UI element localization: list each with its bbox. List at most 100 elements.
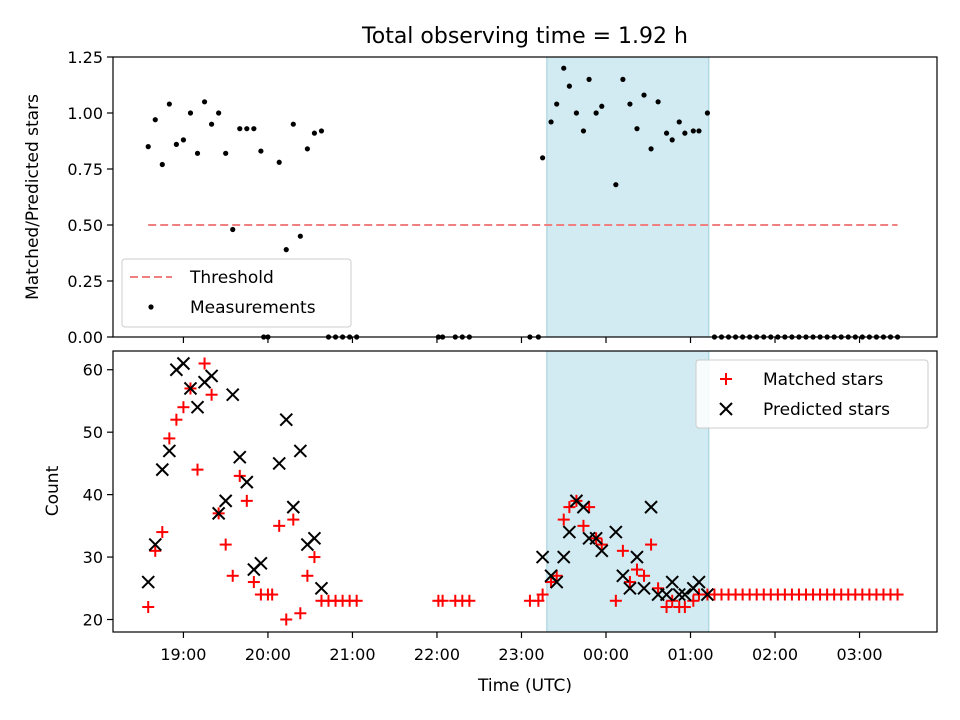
matched-star-point	[609, 594, 622, 607]
y-tick-label: 50	[83, 423, 103, 442]
measurement-point	[573, 110, 580, 116]
x-tick-label: 01:00	[667, 645, 713, 664]
matched-star-point	[660, 601, 673, 614]
x-tick-label: 03:00	[836, 645, 882, 664]
matched-star-point	[630, 563, 643, 576]
matched-star-point	[550, 569, 563, 582]
measurement-point	[663, 130, 670, 136]
matched-star-point	[247, 576, 260, 589]
predicted-star-point	[141, 575, 155, 589]
matched-star-point	[891, 588, 904, 601]
legend-measurement-label: Measurements	[190, 298, 316, 318]
predicted-star-point	[678, 587, 692, 602]
count-points	[141, 356, 904, 626]
bottom-legend: Matched stars Predicted stars	[695, 359, 929, 429]
matched-star-point	[149, 544, 162, 557]
measurement-point	[180, 137, 187, 143]
top-axis-ticks: 0.00 0.25 0.50 0.75 1.00 1.25	[67, 48, 861, 347]
predicted-star-point	[535, 550, 550, 564]
predicted-star-point	[562, 525, 577, 539]
matched-star-point	[623, 576, 636, 589]
predicted-star-point	[155, 462, 170, 477]
x-tick-label: 02:00	[752, 645, 798, 664]
matched-star-point	[638, 569, 651, 582]
matched-star-point	[191, 463, 204, 476]
matched-star-point	[577, 519, 590, 532]
measurement-point	[251, 126, 257, 132]
measurement-point	[704, 110, 711, 116]
y-tick-label: 0.25	[67, 272, 103, 291]
matched-star-point	[205, 388, 218, 401]
predicted-star-point	[286, 500, 301, 514]
measurement-point	[540, 155, 546, 161]
predicted-star-point	[176, 356, 191, 371]
predicted-star-point	[549, 575, 564, 589]
y-tick-label: 0.75	[67, 160, 103, 179]
matched-star-point	[226, 569, 239, 582]
matched-star-point	[645, 538, 658, 551]
measurement-point	[682, 130, 688, 136]
matched-star-point	[170, 413, 183, 426]
matched-star-point	[142, 601, 155, 614]
measurement-point	[648, 146, 654, 152]
x-tick-label: 00:00	[583, 645, 629, 664]
measurement-point	[554, 101, 560, 107]
predicted-star-point	[307, 531, 322, 546]
measurement-point	[620, 76, 626, 82]
predicted-star-point	[148, 537, 162, 552]
measurement-point	[304, 146, 310, 152]
measurement-point	[696, 128, 702, 134]
predicted-star-point	[589, 531, 603, 546]
predicted-star-point	[314, 581, 329, 595]
predicted-star-point	[279, 412, 293, 427]
measurement-point	[593, 110, 599, 116]
matched-star-point	[273, 519, 286, 532]
legend-matched-label: Matched stars	[763, 370, 883, 390]
predicted-star-point	[616, 569, 630, 583]
matched-star-point	[198, 357, 211, 370]
predicted-star-point	[576, 500, 591, 514]
measurement-point	[613, 182, 619, 188]
predicted-star-point	[692, 575, 706, 589]
y-tick-label: 60	[83, 361, 103, 380]
measurement-point	[676, 119, 682, 125]
matched-star-point	[536, 588, 549, 601]
matched-star-point	[350, 594, 363, 607]
figure-title: Total observing time = 1.92 h	[361, 24, 688, 49]
y-tick-label: 1.25	[67, 48, 103, 67]
measurement-point	[655, 99, 661, 105]
measurement-point	[194, 150, 201, 156]
count-panel: 20 30 40 50 60 19:00 20:00 21:00 22:00 23:00 00:00…	[43, 350, 938, 664]
top-legend: Threshold Measurements	[121, 258, 352, 328]
measurement-point	[159, 161, 165, 168]
measurement-point	[580, 128, 587, 134]
measurement-point	[690, 128, 696, 134]
matched-star-point	[177, 401, 190, 414]
matched-star-point	[294, 607, 307, 620]
measurement-point	[244, 126, 250, 132]
ratio-panel: 0.00 0.25 0.50 0.75 1.00 1.25 Matched/Predict…	[23, 48, 938, 347]
x-tick-label: 19:00	[160, 645, 206, 664]
matched-star-point	[163, 432, 176, 445]
measurement-point	[297, 233, 303, 239]
matched-star-point	[583, 501, 596, 514]
y-tick-label: 40	[83, 486, 103, 505]
measurement-point	[548, 119, 554, 125]
measurement-point	[599, 103, 605, 109]
predicted-star-point	[204, 369, 219, 383]
measurement-point	[216, 110, 222, 116]
measurement-point	[173, 141, 179, 147]
predicted-star-point	[609, 525, 623, 539]
matched-star-point	[678, 601, 691, 614]
measurement-point	[237, 126, 243, 132]
y-tick-label: 0.50	[67, 216, 103, 235]
predicted-star-point	[557, 550, 571, 564]
matched-star-point	[219, 538, 232, 551]
top-ylabel: Matched/Predicted stars	[23, 94, 43, 300]
top-axes-frame	[112, 56, 938, 338]
bottom-ylabel: Count	[43, 465, 63, 516]
x-axis-label: Time (UTC)	[477, 676, 572, 696]
predicted-star-point	[630, 550, 644, 564]
matched-star-point	[687, 594, 700, 607]
predicted-star-point	[240, 475, 254, 489]
